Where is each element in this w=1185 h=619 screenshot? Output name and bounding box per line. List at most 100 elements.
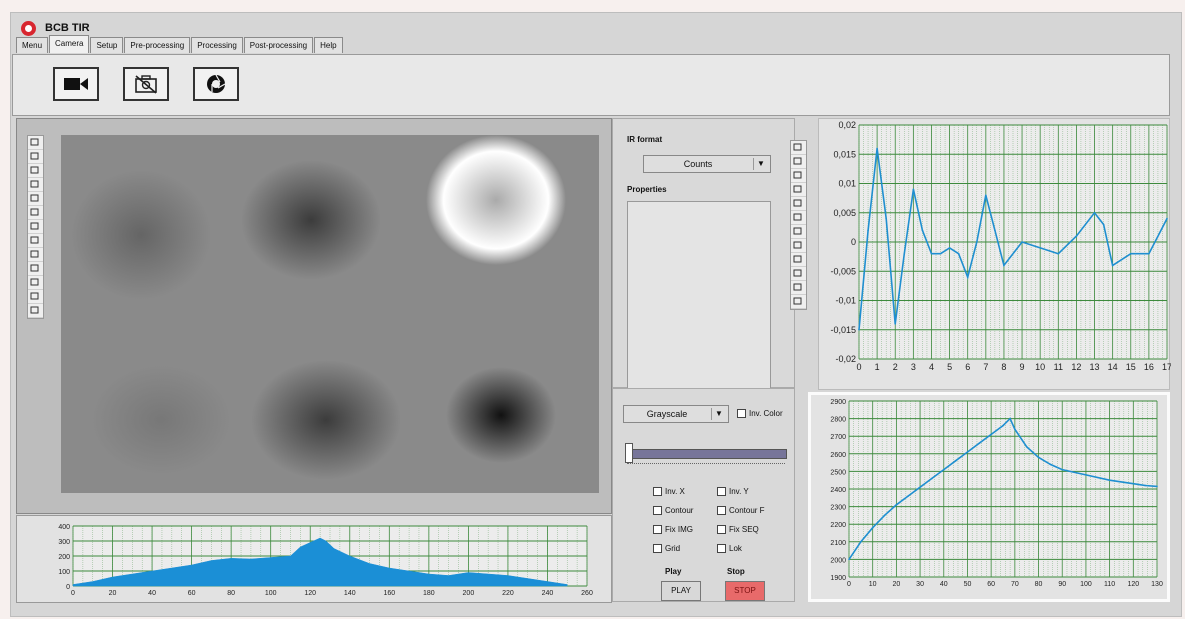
annulus-icon[interactable] [791,267,806,281]
play-button[interactable]: PLAY [661,581,701,601]
ir-format-value: Counts [683,159,713,169]
data-point [1014,428,1016,430]
checkbox-box[interactable] [717,506,726,515]
checkbox-box[interactable] [717,525,726,534]
zoom-icon[interactable] [28,136,43,150]
video-camera-button[interactable] [53,67,99,101]
tab-help[interactable]: Help [314,37,343,53]
camera-off-button[interactable] [123,67,169,101]
data-point [1061,468,1064,471]
data-point [931,477,933,480]
freehand-icon[interactable] [28,248,43,262]
rectangle-icon[interactable] [791,211,806,225]
properties-list[interactable] [627,201,771,389]
checkbox-box[interactable] [717,487,726,496]
slider-ticks [627,463,785,468]
oval-icon[interactable] [28,276,43,290]
x-tick-label: 20 [892,581,900,588]
properties-label: Properties [627,185,667,194]
colormap-dropdown[interactable]: Grayscale ▼ [623,405,729,423]
freehand-icon[interactable] [791,253,806,267]
checkbox-box[interactable] [653,525,662,534]
checkbox-fix-img[interactable]: Fix IMG [653,525,693,534]
chevron-down-icon: ▼ [753,158,768,170]
data-point [876,147,878,150]
x-tick-label: 120 [1127,581,1139,588]
slider-handle[interactable] [625,443,633,463]
y-tick-label: 200 [58,554,70,561]
checkbox-contour[interactable]: Contour [653,506,693,515]
checkbox-label: Contour F [729,506,765,515]
y-tick-label: 2100 [830,540,846,547]
line-icon[interactable] [791,197,806,211]
rotated-rect-icon[interactable] [791,225,806,239]
x-tick-label: 30 [916,581,924,588]
stop-button[interactable]: STOP [725,581,765,601]
checkbox-box[interactable] [653,487,662,496]
pointer-icon[interactable] [28,150,43,164]
oval-icon[interactable] [791,281,806,295]
checkbox-label: Inv. X [665,487,685,496]
zoom-icon[interactable] [791,141,806,155]
pan-icon[interactable] [28,164,43,178]
inv-color-checkbox[interactable]: Inv. Color [737,409,783,418]
format-panel: IR format Counts ▼ Properties [612,118,795,389]
data-point [966,451,969,453]
palette-slider[interactable] [625,439,787,473]
x-tick-label: 240 [542,590,554,597]
checkbox-box[interactable] [737,409,746,418]
data-point [1102,223,1105,226]
polygon-icon[interactable] [28,234,43,248]
checkbox-inv-x[interactable]: Inv. X [653,487,685,496]
y-tick-label: -0,005 [830,266,856,276]
line-icon[interactable] [28,192,43,206]
checkbox-inv-y[interactable]: Inv. Y [717,487,749,496]
checkbox-label: Lok [729,544,742,553]
y-tick-label: 2000 [830,557,846,564]
x-tick-label: 14 [1108,362,1118,372]
x-tick-label: 13 [1090,362,1100,372]
data-point [990,433,992,436]
tab-processing[interactable]: Processing [191,37,243,53]
data-point [1156,485,1158,488]
checkbox-contour-f[interactable]: Contour F [717,506,765,515]
checkbox-lok[interactable]: Lok [717,544,742,553]
data-point [1009,417,1011,420]
rotated-rect-icon[interactable] [28,220,43,234]
x-tick-label: 60 [188,590,196,597]
y-tick-label: 0 [851,237,856,247]
rectangle-icon[interactable] [28,206,43,220]
data-point [1129,252,1132,255]
camera-off-icon [135,75,157,94]
checkbox-box[interactable] [653,506,662,515]
plot-tool-palette [790,140,807,310]
thermal-image[interactable] [61,135,599,493]
crosshair-icon[interactable] [791,183,806,197]
circle-icon[interactable] [791,295,806,309]
shutter-button[interactable] [193,67,239,101]
tab-post-processing[interactable]: Post-processing [243,37,314,53]
annulus-icon[interactable] [28,262,43,276]
x-tick-label: 20 [109,590,117,597]
ir-format-dropdown[interactable]: Counts ▼ [643,155,771,173]
circle-icon[interactable] [28,290,43,304]
data-point [867,229,869,232]
tab-menu[interactable]: Menu [16,37,49,53]
data-point [921,229,924,232]
crosshair-icon[interactable] [28,178,43,192]
tab-camera[interactable]: Camera [49,35,90,53]
checkbox-fix-seq[interactable]: Fix SEQ [717,525,759,534]
polygon-icon[interactable] [791,239,806,253]
thermal-image-panel [16,118,612,514]
pointer-icon[interactable] [791,155,806,169]
tab-setup[interactable]: Setup [90,37,124,53]
gear-icon[interactable] [28,304,43,318]
checkbox-box[interactable] [717,544,726,553]
checkbox-box[interactable] [653,544,662,553]
checkbox-grid[interactable]: Grid [653,544,680,553]
tab-pre-processing[interactable]: Pre-processing [124,37,191,53]
pan-icon[interactable] [791,169,806,183]
data-point [848,558,850,561]
temperature-plot-panel: 1900 2000 2100 2200 2300 2400 2500 2600 2700 2800… [808,392,1170,602]
image-tool-palette [27,135,44,319]
